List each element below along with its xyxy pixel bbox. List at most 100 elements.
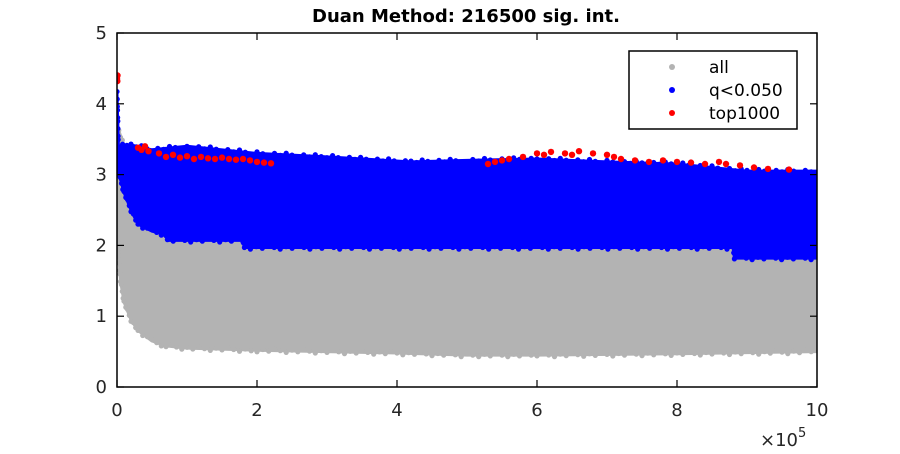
data-point [158,343,164,349]
data-point [353,350,359,356]
data-point [365,349,371,355]
data-point [724,246,730,252]
data-point [120,141,126,147]
data-point [616,350,622,357]
data-point [527,245,534,251]
legend: all q<0.050 top1000 [628,50,798,130]
data-point [301,346,307,353]
data-point [420,244,426,251]
data-point [617,245,623,251]
data-point [587,245,593,251]
data-point [709,163,715,169]
data-point [371,351,377,357]
data-point [586,351,593,357]
data-point [481,351,488,357]
data-point [610,159,616,165]
data-point [154,229,160,235]
data-point [598,350,604,356]
data-point [750,350,756,356]
data-point [581,244,587,250]
data-point [623,243,629,249]
data-point [546,352,552,358]
data-point [295,154,301,160]
data-point [277,152,283,158]
data-point [511,155,517,161]
y-tick-label: 3 [96,165,107,186]
data-point [307,246,313,252]
data-point [791,348,797,354]
data-point [534,156,540,162]
data-point [205,236,211,242]
data-point [773,167,779,173]
data-point [598,160,604,166]
data-point [135,327,141,333]
data-point [756,351,762,357]
x-axis-multiplier: ×105 [760,426,806,450]
data-point [396,246,402,252]
data-point [453,158,459,164]
data-point [213,146,219,152]
data-point [456,246,462,252]
data-point [674,350,680,356]
x-tick-label: 6 [531,400,542,421]
data-point [197,153,205,161]
data-point [190,155,198,163]
data-point [124,306,131,312]
data-point [730,243,736,249]
data-point [361,244,367,251]
data-point [721,350,727,356]
data-point [337,246,343,252]
data-point [380,158,386,164]
data-point [718,244,724,251]
data-point [161,146,167,152]
data-point [647,245,653,251]
data-point [295,349,301,355]
data-point [319,245,325,251]
data-point [499,352,505,358]
data-point [568,151,576,158]
data-point [515,246,522,252]
data-point [207,347,213,353]
data-point [662,351,668,357]
data-point [540,151,548,158]
data-point [627,160,633,166]
data-point [155,145,161,151]
data-point [117,253,122,259]
data-point [201,346,208,352]
data-point [219,347,225,353]
data-point [219,148,225,154]
data-point [639,160,645,166]
data-point [117,126,121,132]
data-point [118,281,124,288]
data-point [391,158,397,164]
y-tick-label: 5 [96,23,107,44]
data-point [468,245,474,251]
legend-label: q<0.050 [709,81,783,101]
data-point [190,346,196,352]
data-point [682,243,688,249]
data-point [593,243,599,249]
data-point [295,243,301,249]
data-point [476,354,482,360]
data-point [528,155,534,161]
data-point [691,164,698,170]
data-point [802,167,808,173]
data-point [126,312,132,318]
data-point [178,145,184,152]
data-point [480,244,486,251]
data-point [260,346,266,353]
data-point [382,351,388,357]
data-point [324,349,330,355]
data-point [744,167,750,173]
data-point [557,245,563,251]
data-point [158,232,164,238]
data-point [144,334,150,340]
data-point [289,245,295,251]
data-point [117,107,121,113]
data-point [633,351,639,357]
data-point [509,244,516,251]
data-point [225,147,231,153]
data-point [706,245,712,251]
data-point [234,236,240,242]
data-point [384,243,390,249]
